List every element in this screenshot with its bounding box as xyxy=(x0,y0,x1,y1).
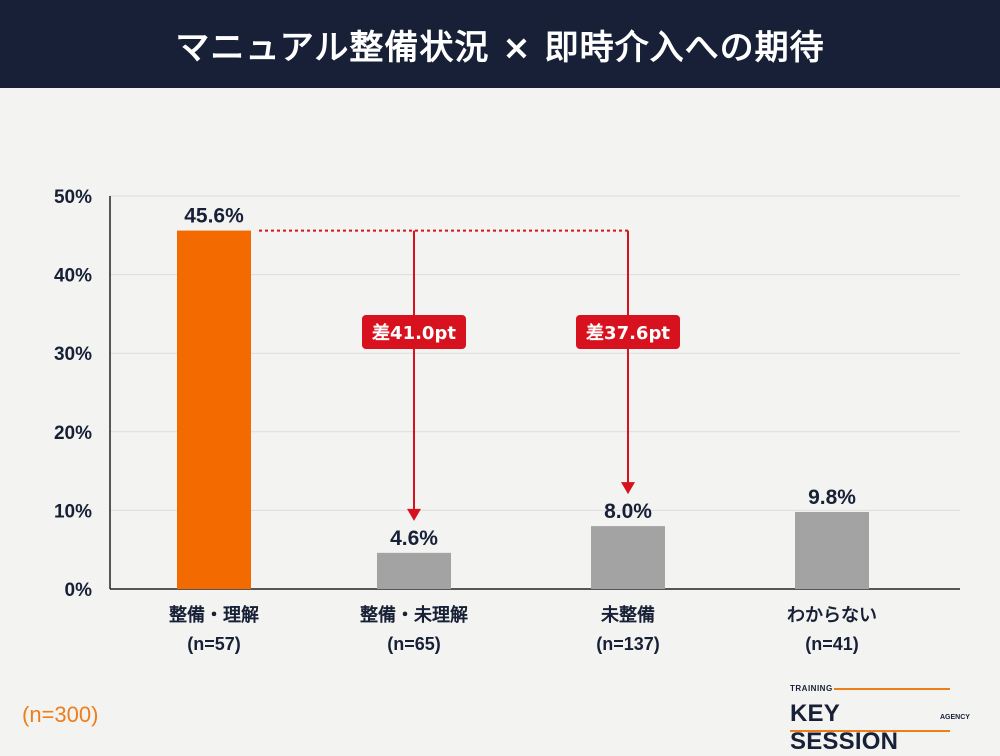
bar xyxy=(795,511,869,589)
logo-training-text: TRAINING xyxy=(790,684,833,693)
y-tick-label: 50% xyxy=(54,187,92,208)
difference-arrow-head xyxy=(621,482,635,495)
bar-value-label: 9.8% xyxy=(808,486,856,509)
y-tick-label: 30% xyxy=(54,344,92,365)
sample-size-note: (n=300) xyxy=(22,702,99,727)
logo-bottom-rule xyxy=(790,730,950,732)
logo-top-rule xyxy=(834,688,950,690)
bar-value-label: 8.0% xyxy=(604,500,652,523)
bar xyxy=(177,230,251,590)
x-sample-size-label: (n=137) xyxy=(596,634,660,654)
difference-badge xyxy=(576,315,680,349)
difference-badge-label: 差37.6pt xyxy=(586,322,670,344)
key-session-logo: TRAINING KEY SESSION AGENCY xyxy=(790,684,970,755)
logo-main-text: KEY SESSION xyxy=(790,700,899,755)
x-sample-size-label: (n=57) xyxy=(187,634,241,654)
bar-value-label: 4.6% xyxy=(390,527,438,550)
difference-arrow-head xyxy=(407,508,421,521)
difference-badge xyxy=(362,315,466,349)
y-tick-label: 10% xyxy=(54,501,92,522)
y-tick-label: 20% xyxy=(54,423,92,444)
x-category-label: わからない xyxy=(787,605,877,626)
y-tick-label: 40% xyxy=(54,266,92,287)
bar xyxy=(591,526,665,589)
x-category-label: 未整備 xyxy=(601,604,655,626)
bar xyxy=(377,552,451,589)
bar-value-label: 45.6% xyxy=(184,205,244,228)
page-title: マニュアル整備状況 × 即時介入への期待 xyxy=(175,27,825,68)
x-category-label: 整備・未理解 xyxy=(359,604,468,626)
x-category-label: 整備・理解 xyxy=(168,604,259,626)
logo-agency-text: AGENCY xyxy=(940,714,970,721)
header-bar: マニュアル整備状況 × 即時介入への期待 xyxy=(0,0,1000,88)
x-sample-size-label: (n=41) xyxy=(805,634,859,654)
y-tick-label: 0% xyxy=(65,580,93,601)
x-sample-size-label: (n=65) xyxy=(387,634,441,654)
difference-badge-label: 差41.0pt xyxy=(372,322,456,344)
